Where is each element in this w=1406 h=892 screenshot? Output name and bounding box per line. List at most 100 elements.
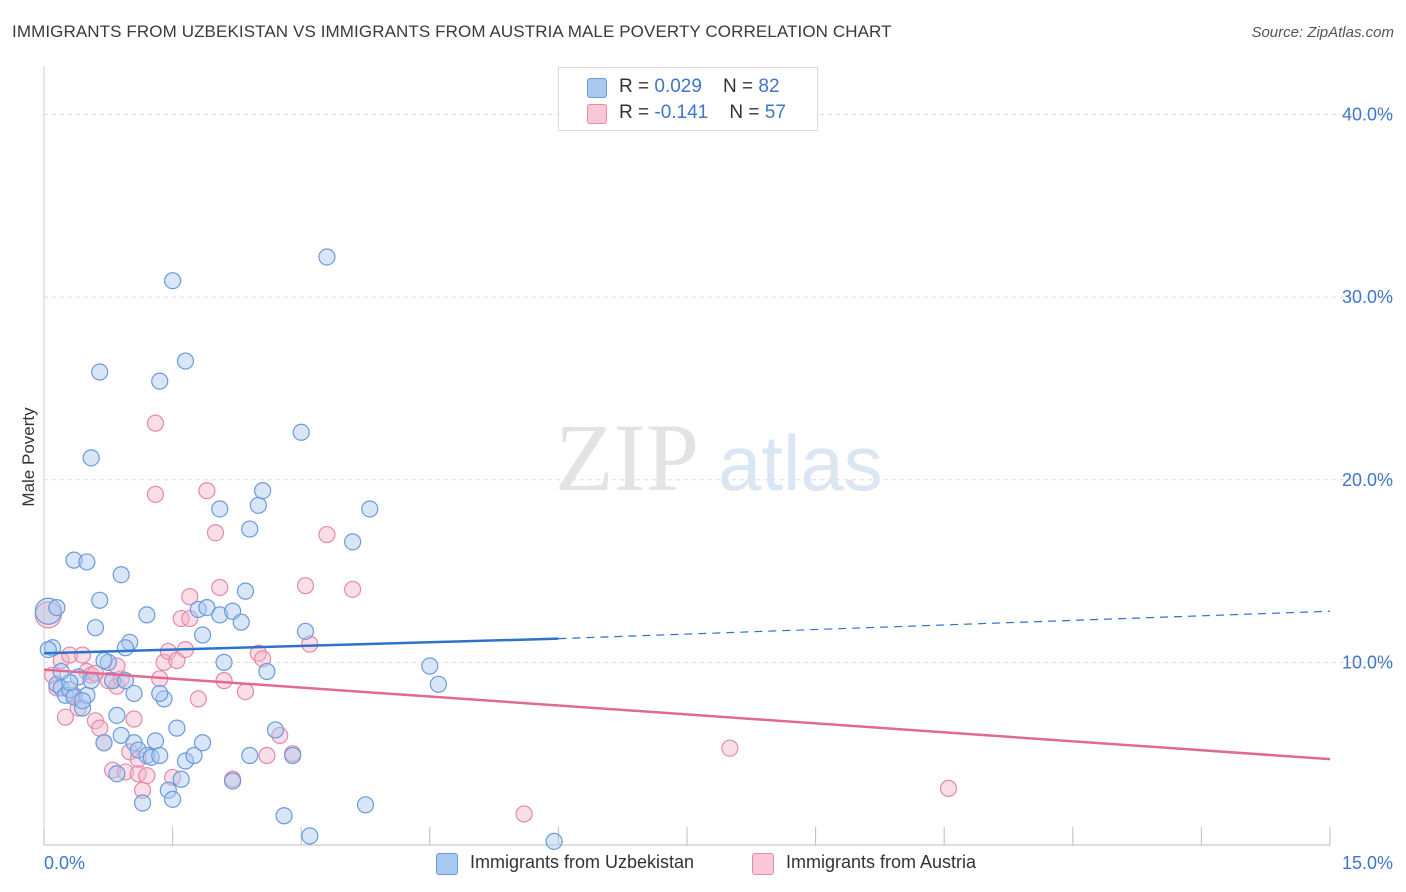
uzbekistan-point [198, 598, 216, 617]
uzbekistan-point [344, 533, 362, 551]
chart-source: Source: ZipAtlas.com [1251, 24, 1394, 41]
uzbekistan-point [254, 482, 272, 500]
legend-r-value: -0.141 [654, 102, 709, 123]
austria-point [99, 672, 117, 690]
bottom-legend-swatch-pink [752, 853, 774, 875]
uzbekistan-point [241, 520, 259, 538]
austria-point [515, 805, 533, 823]
uzbekistan-point [545, 832, 563, 850]
uzbekistan-point [164, 272, 182, 290]
austria-point [258, 746, 276, 765]
uzbekistan-point [95, 651, 113, 670]
uzbekistan-point [39, 640, 57, 659]
austria-trend-line [43, 668, 1331, 761]
uzbekistan-point [151, 372, 169, 390]
legend-r-label: R = [619, 76, 655, 97]
series-uzbekistan-points [34, 248, 563, 850]
austria-point [138, 767, 156, 785]
uzbekistan-point [266, 721, 285, 739]
uzbekistan-point [95, 734, 113, 752]
uzbekistan-point [301, 827, 319, 845]
austria-point [211, 578, 229, 597]
uzbekistan-point [78, 553, 96, 571]
uzbekistan-point [159, 781, 177, 799]
uzbekistan-point [112, 566, 130, 584]
uzbekistan-point [168, 719, 186, 737]
legend-n-label: N = [729, 102, 765, 123]
legend-n-label: N = [723, 76, 759, 97]
austria-point [129, 750, 147, 768]
uzbekistan-point [82, 672, 100, 690]
uzbekistan-point [176, 752, 195, 770]
austria-point [344, 580, 362, 598]
austria-point [155, 653, 173, 671]
austria-point [146, 485, 165, 503]
series-austria-points [34, 414, 958, 823]
trend-lines [43, 610, 1331, 761]
watermark: ZIP atlas [555, 404, 883, 511]
uzbekistan-point [296, 622, 315, 640]
y-tick-label: 40.0% [1342, 105, 1393, 125]
austria-point [56, 708, 75, 726]
uzbekistan-trend-extension [558, 610, 1331, 640]
uzbekistan-point [65, 551, 83, 569]
axes [43, 66, 1331, 846]
uzbekistan-point [421, 657, 439, 675]
austria-point [189, 690, 207, 708]
austria-point [91, 719, 109, 737]
uzbekistan-point [103, 672, 122, 690]
uzbekistan-point [48, 598, 66, 617]
uzbekistan-point [151, 746, 169, 765]
uzbekistan-point [194, 626, 212, 644]
uzbekistan-point [125, 684, 143, 703]
y-tick-label: 10.0% [1342, 652, 1393, 672]
uzbekistan-point [91, 363, 109, 381]
austria-point [301, 635, 319, 653]
uzbekistan-point [34, 597, 62, 625]
uzbekistan-point [194, 734, 212, 752]
uzbekistan-point [185, 746, 203, 765]
x-tick-label: 15.0% [1342, 853, 1393, 873]
legend-r-label: R = [619, 102, 655, 123]
uzbekistan-point [236, 582, 255, 600]
uzbekistan-point [116, 639, 135, 657]
austria-point [318, 525, 336, 544]
uzbekistan-point [318, 248, 336, 266]
grid-lines [44, 114, 1392, 663]
uzbekistan-point [211, 606, 229, 624]
uzbekistan-trend-line [43, 637, 559, 655]
uzbekistan-point [138, 606, 156, 624]
uzbekistan-point [146, 732, 165, 750]
uzbekistan-point [292, 423, 310, 441]
correlation-legend: R = 0.029 N = 82 R = -0.141 N = 57 [558, 67, 818, 131]
uzbekistan-point [82, 449, 100, 467]
austria-point [61, 646, 79, 664]
uzbekistan-point [241, 746, 259, 765]
uzbekistan-point [215, 653, 233, 671]
austria-point [159, 642, 177, 661]
austria-point [48, 679, 66, 697]
austria-point [198, 482, 216, 500]
tick-labels: 10.0% 20.0% 30.0% 40.0% 0.0% 15.0% [44, 105, 1393, 873]
austria-point [181, 609, 199, 628]
austria-point [254, 650, 272, 668]
austria-point [125, 710, 143, 728]
uzbekistan-point [164, 790, 182, 808]
austria-point [181, 588, 199, 606]
legend-swatch-blue [587, 78, 607, 98]
legend-r-value: 0.029 [654, 76, 702, 97]
y-axis-label: Male Poverty [19, 407, 38, 507]
uzbekistan-point [91, 591, 109, 609]
x-tick-label: 0.0% [44, 853, 85, 873]
austria-point [721, 739, 739, 757]
legend-n-value: 57 [764, 102, 786, 123]
uzbekistan-point [232, 613, 250, 631]
austria-point [236, 682, 255, 701]
uzbekistan-point [86, 619, 105, 637]
uzbekistan-point [108, 765, 126, 783]
austria-point [73, 646, 92, 664]
legend-n-value: 82 [758, 76, 780, 97]
austria-point [939, 779, 958, 797]
uzbekistan-point [275, 807, 293, 825]
